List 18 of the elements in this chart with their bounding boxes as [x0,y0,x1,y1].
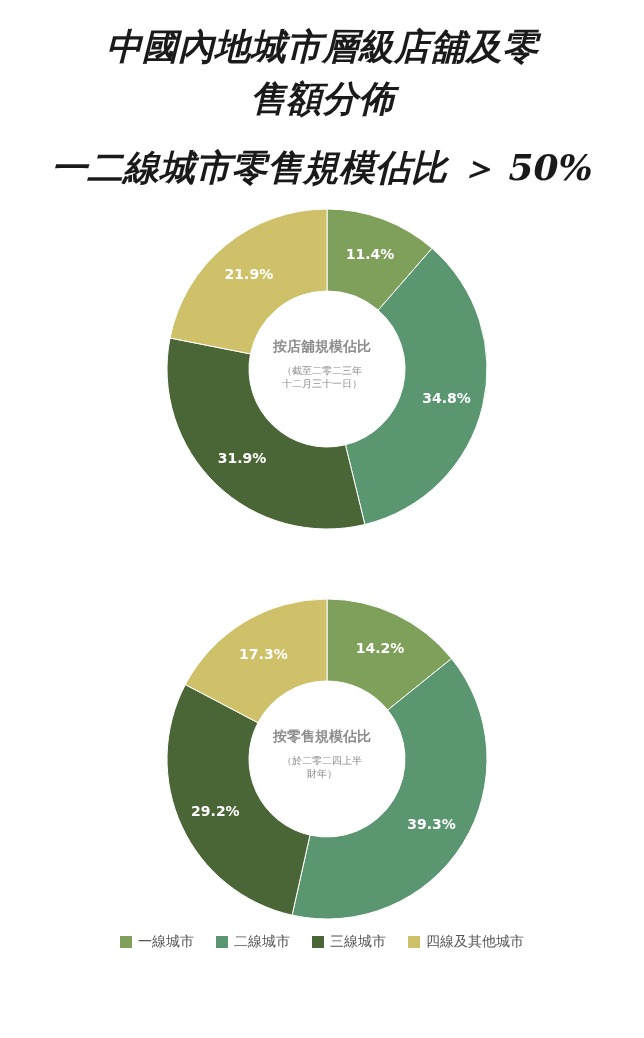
legend-label: 一線城市 [138,933,194,951]
text: （於二零二四上半財年） [281,754,363,780]
data-label: 34.8% [422,390,471,407]
legend-label: 三線城市 [330,933,386,951]
data-label: 29.2% [191,802,240,819]
data-label: 17.3% [239,645,288,662]
data-label: 11.4% [345,245,395,262]
data-label: 39.3% [407,815,456,832]
text: 按店舖規模佔比 [272,338,372,356]
data-label: 21.9% [224,265,274,282]
chart-title: 中國內地城市層級店舖及零售額分佈 [105,24,542,121]
legend-label: 二線城市 [234,933,290,951]
data-label: 31.9% [217,449,267,466]
data-label: 14.2% [355,640,405,657]
text: （截至二零二三年十二月三十一日） [281,364,363,390]
chart-subtitle: 一二線城市零售規模佔比 ＞ 50% [50,145,594,190]
legend-label: 四線及其他城市 [426,933,524,951]
text: 按零售規模佔比 [272,728,372,746]
